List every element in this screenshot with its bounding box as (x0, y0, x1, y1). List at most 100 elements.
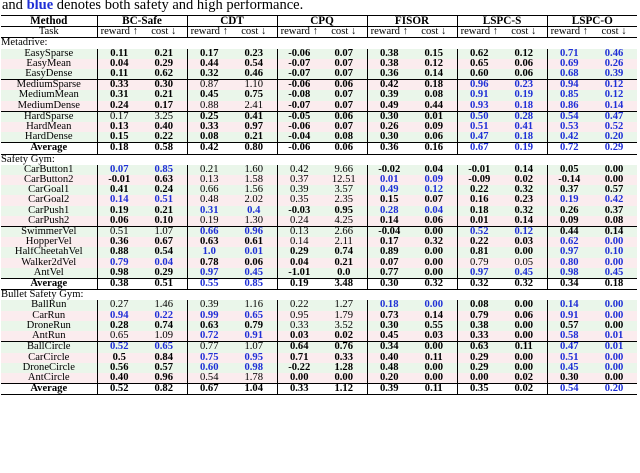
task-name: CarButton1 (1, 164, 98, 176)
cost-value: 0.21 (141, 90, 187, 101)
cost-value: 0.01 (231, 247, 277, 258)
cost-value: 0.00 (411, 226, 458, 238)
cost-value: 0.00 (591, 257, 638, 268)
task-name: EasyDense (1, 69, 98, 80)
method-name: CPQ (276, 14, 367, 28)
cost-value: 0.08 (321, 132, 367, 143)
cost-value: 0.80 (231, 142, 277, 155)
reward-value: 0.79 (456, 257, 502, 268)
reward-value: 0.18 (96, 142, 141, 155)
section-title: Bullet Safety Gym: (1, 289, 84, 301)
method-name: CDT (186, 14, 277, 28)
reward-value: 0.30 (366, 320, 411, 332)
cost-label: cost ↓ (231, 26, 277, 39)
reward-value: 0.05 (546, 164, 592, 176)
cost-value: 1.78 (231, 372, 277, 384)
reward-value: 0.49 (366, 185, 411, 196)
reward-value: -1.01 (276, 267, 321, 279)
reward-value: 0.30 (546, 372, 592, 384)
cost-value: 0.32 (501, 185, 548, 196)
cost-value: 0.14 (591, 226, 638, 238)
reward-value: 0.86 (546, 100, 592, 112)
cost-value: 12.51 (321, 175, 367, 186)
cost-value: 0.65 (141, 341, 187, 353)
reward-value: 0.26 (366, 122, 411, 133)
cost-value: 0.00 (411, 362, 458, 373)
reward-value: 0.34 (366, 341, 411, 353)
task-name: CarButton2 (1, 175, 98, 186)
reward-value: 0.66 (186, 226, 231, 238)
task-name: MediumDense (1, 100, 98, 112)
cost-value: 0.20 (591, 132, 638, 143)
reward-value: 0.37 (276, 175, 321, 186)
cost-value: 0.12 (591, 79, 638, 91)
table-row: BallCircle 0.52 0.65 0.77 1.07 0.64 0.76 0.34 0.… (1, 341, 638, 353)
reward-value: 0.18 (366, 300, 411, 311)
reward-value: -0.07 (276, 58, 321, 70)
task-name: CarCircle (1, 352, 98, 363)
cost-value: 0.85 (231, 278, 277, 291)
cost-value: 0.19 (501, 142, 548, 155)
section-title-row: Metadrive: (1, 38, 637, 49)
reward-label: reward ↑ (546, 26, 592, 39)
reward-value: 0.64 (276, 341, 321, 353)
cost-value: 0.39 (591, 69, 638, 80)
table-row: Walker2dVel 0.79 0.04 0.78 0.06 0.04 0.21 0.07 0… (1, 257, 638, 268)
reward-value: -0.06 (276, 122, 321, 133)
cost-value: 0.00 (411, 300, 458, 311)
cost-value: 0.07 (321, 48, 367, 59)
reward-value: 0.14 (96, 195, 141, 206)
reward-value: 0.31 (186, 205, 231, 216)
task-name: AntRun (1, 331, 98, 342)
task-name: AntVel (1, 267, 98, 279)
task-name: Walker2dVel (1, 257, 98, 268)
reward-value: 0.30 (366, 110, 411, 123)
reward-value: 0.54 (546, 110, 592, 123)
reward-value: 0.32 (186, 69, 231, 80)
reward-value: 0.40 (96, 372, 141, 384)
cost-value: 0.29 (591, 142, 638, 155)
reward-value: 0.91 (546, 310, 592, 321)
cost-value: 0.00 (591, 352, 638, 363)
reward-value: 0.77 (366, 267, 411, 279)
cost-value: 1.04 (231, 383, 277, 396)
table-row: BallRun 0.27 1.46 0.39 1.16 0.22 1.27 0.18 0.00 0… (1, 300, 638, 311)
average-label: Average (1, 278, 98, 291)
cost-value: 0.91 (231, 331, 277, 342)
header-row: Method BC-Safe CDT CPQ FISOR LSPC-S LSPC… (1, 14, 638, 28)
reward-value: 0.16 (456, 195, 502, 206)
reward-value: 0.33 (96, 79, 141, 91)
reward-value: 0.41 (96, 185, 141, 196)
cost-value: 0.95 (231, 352, 277, 363)
table-row: HardSparse 0.17 3.25 0.25 0.41 -0.05 0.06 0.30 0… (1, 110, 638, 123)
table-row: DroneCircle 0.56 0.57 0.60 0.98 -0.22 1.28 0.48… (1, 362, 638, 373)
reward-value: 0.89 (366, 247, 411, 258)
cost-value: 0.96 (141, 372, 187, 384)
cost-value: 0.24 (141, 185, 187, 196)
average-row: Average 0.18 0.58 0.42 0.80 -0.06 0.06 0.36 0.16… (1, 142, 638, 155)
reward-value: -0.04 (276, 132, 321, 143)
average-label: Average (1, 142, 98, 155)
cost-label: cost ↓ (591, 26, 638, 39)
cost-value: 0.32 (411, 278, 458, 291)
cost-value: 0.06 (501, 69, 548, 80)
cost-value: 0.4 (231, 205, 277, 216)
reward-value: 0.40 (366, 352, 411, 363)
cost-value: 0.33 (321, 352, 367, 363)
cost-value: 0.06 (321, 79, 367, 91)
cost-value: 0.00 (591, 300, 638, 311)
reward-value: 0.42 (186, 142, 231, 155)
reward-value: 0.68 (546, 69, 592, 80)
reward-value: 0.91 (456, 90, 502, 101)
reward-value: 0.33 (276, 320, 321, 332)
reward-value: -0.07 (276, 100, 321, 112)
cost-value: 3.57 (321, 185, 367, 196)
reward-value: 0.98 (546, 267, 592, 279)
reward-label: reward ↑ (96, 26, 141, 39)
cost-value: 0.18 (501, 100, 548, 112)
cost-value: 3.48 (321, 278, 367, 291)
reward-value: 0.28 (366, 205, 411, 216)
task-name: CarRun (1, 310, 98, 321)
reward-value: 0.07 (96, 164, 141, 176)
task-name: HardDense (1, 132, 98, 143)
